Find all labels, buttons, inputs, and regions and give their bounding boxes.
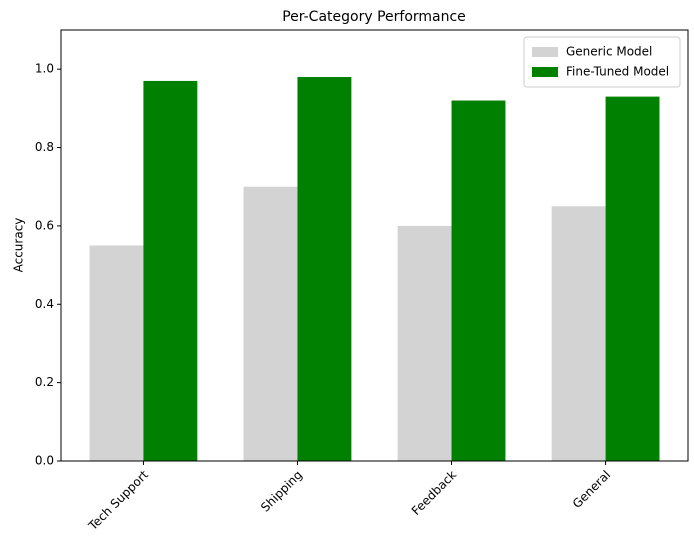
bar <box>397 225 452 461</box>
bar <box>605 96 660 461</box>
bar <box>551 206 606 461</box>
x-tick-label: General <box>570 468 613 511</box>
legend-label: Fine-Tuned Model <box>566 65 669 79</box>
y-tick-label: 0.0 <box>35 454 54 468</box>
y-tick-label: 0.4 <box>35 297 54 311</box>
bar <box>143 80 198 461</box>
bar <box>89 245 144 461</box>
bar <box>243 186 298 461</box>
bar <box>297 77 352 461</box>
chart-title: Per-Category Performance <box>282 9 466 25</box>
legend-swatch <box>532 47 558 57</box>
y-tick-label: 1.0 <box>35 62 54 76</box>
bar <box>451 100 506 461</box>
x-tick-label: Shipping <box>258 468 305 515</box>
y-tick-label: 0.6 <box>35 218 54 232</box>
legend-swatch <box>532 67 558 77</box>
plot-frame <box>60 29 689 462</box>
y-axis-label: Accuracy <box>12 218 26 273</box>
legend-label: Generic Model <box>566 45 652 59</box>
x-tick-label: Tech Support <box>85 467 151 533</box>
y-tick-label: 0.8 <box>35 140 54 154</box>
y-tick-label: 0.2 <box>35 375 54 389</box>
legend-box <box>523 36 681 88</box>
x-tick-label: Feedback <box>409 468 459 518</box>
